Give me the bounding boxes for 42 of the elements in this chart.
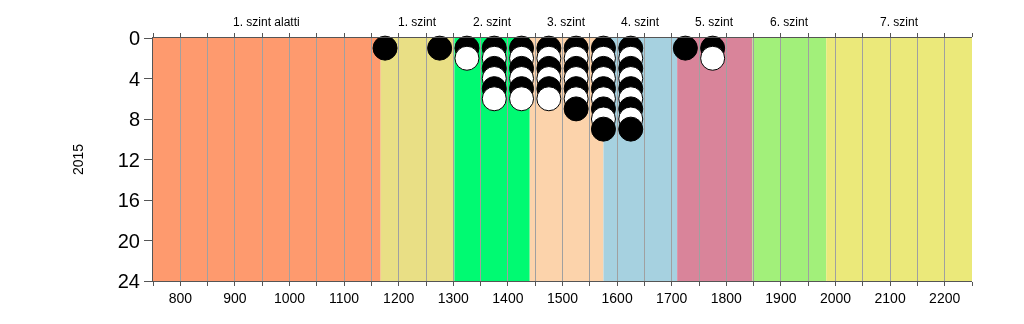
x-tick-label: 900 (223, 289, 247, 306)
band-label: 1. szint (398, 15, 437, 29)
point (509, 86, 535, 112)
band-label: 5. szint (695, 15, 734, 29)
y-axis-title: 2015 (70, 143, 87, 176)
band-label: 6. szint (770, 15, 809, 29)
y-tick-label: 20 (117, 229, 140, 252)
point (590, 116, 616, 142)
x-tick-label: 1600 (601, 289, 633, 306)
x-tick-label: 800 (168, 289, 193, 306)
x-tick-label: 1900 (765, 289, 797, 306)
x-tick-label: 1000 (273, 289, 306, 306)
point (481, 86, 507, 112)
y-tick-label: 16 (117, 189, 140, 211)
point (618, 116, 644, 142)
y-tick-label: 24 (117, 270, 140, 292)
band-label: 4. szint (621, 15, 660, 29)
point (454, 45, 480, 71)
point (536, 86, 562, 112)
point (427, 35, 453, 61)
x-tick-label: 1100 (329, 289, 360, 306)
band-label: 3. szint (547, 15, 586, 29)
y-tick-label: 4 (128, 67, 140, 90)
x-tick-label: 1300 (437, 289, 470, 306)
x-tick-label: 1800 (710, 289, 743, 306)
point (372, 35, 398, 61)
point (563, 96, 589, 122)
point (672, 35, 698, 61)
x-tick-label: 1500 (546, 289, 579, 306)
band-label: 1. szint alatti (233, 15, 300, 29)
band-label: 7. szint (880, 15, 919, 29)
x-tick-label: 1200 (383, 289, 415, 306)
y-tick-label: 0 (128, 27, 140, 49)
x-tick-label: 1700 (656, 289, 688, 306)
y-tick-label: 8 (128, 108, 140, 130)
band-label: 2. szint (473, 15, 512, 29)
x-tick-label: 2200 (929, 289, 961, 306)
x-tick-label: 2000 (819, 289, 852, 306)
x-tick-label: 2100 (874, 289, 906, 306)
point (700, 45, 726, 71)
x-tick-label: 1400 (492, 289, 524, 306)
y-tick-label: 12 (117, 148, 140, 171)
